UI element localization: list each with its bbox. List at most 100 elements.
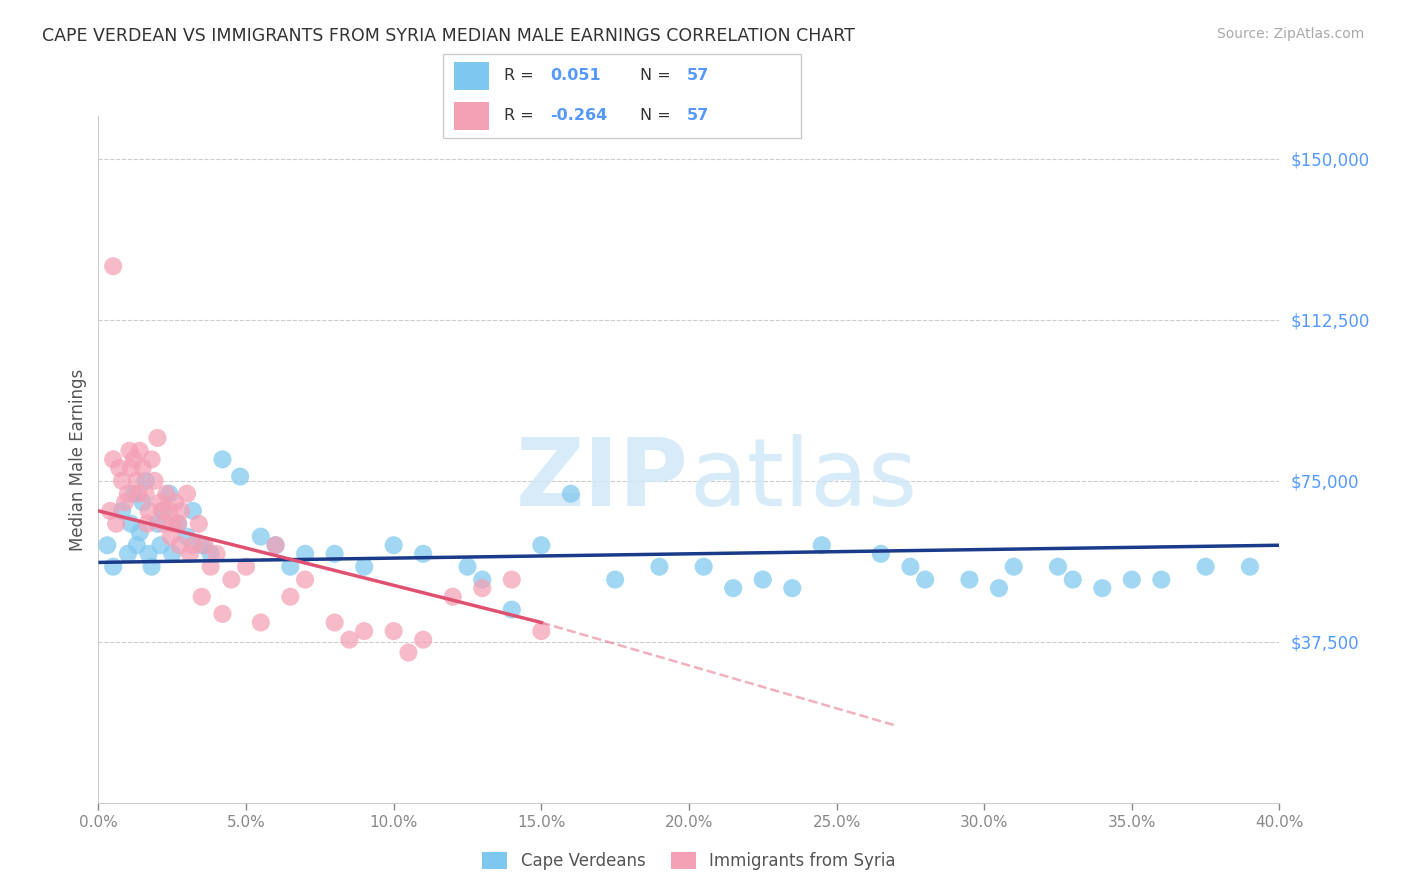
Point [1091,581,1114,595]
Point [111,504,134,518]
Point [149,495,172,509]
Point [120,461,142,475]
Point [221,573,243,587]
Y-axis label: Median Male Earnings: Median Male Earnings [69,368,87,550]
Point [132,495,155,509]
Point [159,530,181,544]
Point [155,487,177,501]
Point [412,632,434,647]
Point [693,559,716,574]
Point [125,538,148,552]
Point [114,495,136,509]
Point [211,452,233,467]
Point [229,469,252,483]
Point [118,443,141,458]
Point [152,504,174,518]
Point [235,559,257,574]
Point [98,504,121,518]
Point [211,607,233,621]
Point [323,615,346,630]
Point [128,443,150,458]
Bar [454,102,489,130]
Point [900,559,922,574]
Point [723,581,745,595]
Point [382,538,405,552]
Point [187,516,209,531]
Point [141,559,163,574]
Point [103,452,125,467]
Point [396,646,419,660]
Point [143,474,166,488]
Point [250,615,273,630]
Point [125,474,148,488]
Point [138,504,160,518]
Text: atlas: atlas [689,434,917,526]
Point [1046,559,1069,574]
Point [132,461,155,475]
Point [353,559,375,574]
Point [96,538,118,552]
Point [194,538,217,552]
Point [441,590,464,604]
Text: N =: N = [640,69,676,84]
Point [162,547,183,561]
Point [530,538,553,552]
Point [200,547,222,561]
Text: R =: R = [503,108,538,123]
Point [264,538,287,552]
Point [162,516,183,531]
Point [1239,559,1261,574]
Point [122,452,145,467]
Text: -0.264: -0.264 [551,108,607,123]
Point [170,504,193,518]
Point [294,547,316,561]
Point [157,504,180,518]
Point [339,632,360,647]
Point [111,474,134,488]
Point [471,581,494,595]
Text: 57: 57 [686,69,709,84]
Point [152,516,174,531]
Point [205,547,228,561]
Point [165,495,187,509]
Point [1150,573,1173,587]
Point [382,624,405,639]
Point [1002,559,1025,574]
Point [605,573,627,587]
Point [1062,573,1084,587]
Point [117,487,139,501]
Point [105,516,128,531]
Point [191,538,214,552]
Point [176,530,198,544]
Point [103,259,125,273]
Point [264,538,287,552]
Point [167,516,190,531]
Point [157,487,180,501]
Point [501,573,523,587]
Bar [454,62,489,90]
Point [648,559,671,574]
Point [782,581,804,595]
Point [169,538,191,552]
Point [149,538,172,552]
Point [135,474,157,488]
Point [179,547,201,561]
Text: 0.051: 0.051 [551,69,602,84]
Text: Source: ZipAtlas.com: Source: ZipAtlas.com [1216,27,1364,41]
Point [181,504,204,518]
Point [530,624,553,639]
Point [1195,559,1218,574]
Point [117,547,139,561]
Text: 57: 57 [686,108,709,123]
Point [353,624,375,639]
Point [278,559,302,574]
Point [167,516,190,531]
Point [120,516,142,531]
Point [1121,573,1143,587]
Text: CAPE VERDEAN VS IMMIGRANTS FROM SYRIA MEDIAN MALE EARNINGS CORRELATION CHART: CAPE VERDEAN VS IMMIGRANTS FROM SYRIA ME… [42,27,855,45]
Point [191,590,214,604]
Point [108,461,131,475]
Point [250,530,273,544]
Text: R =: R = [503,69,538,84]
Point [128,525,150,540]
